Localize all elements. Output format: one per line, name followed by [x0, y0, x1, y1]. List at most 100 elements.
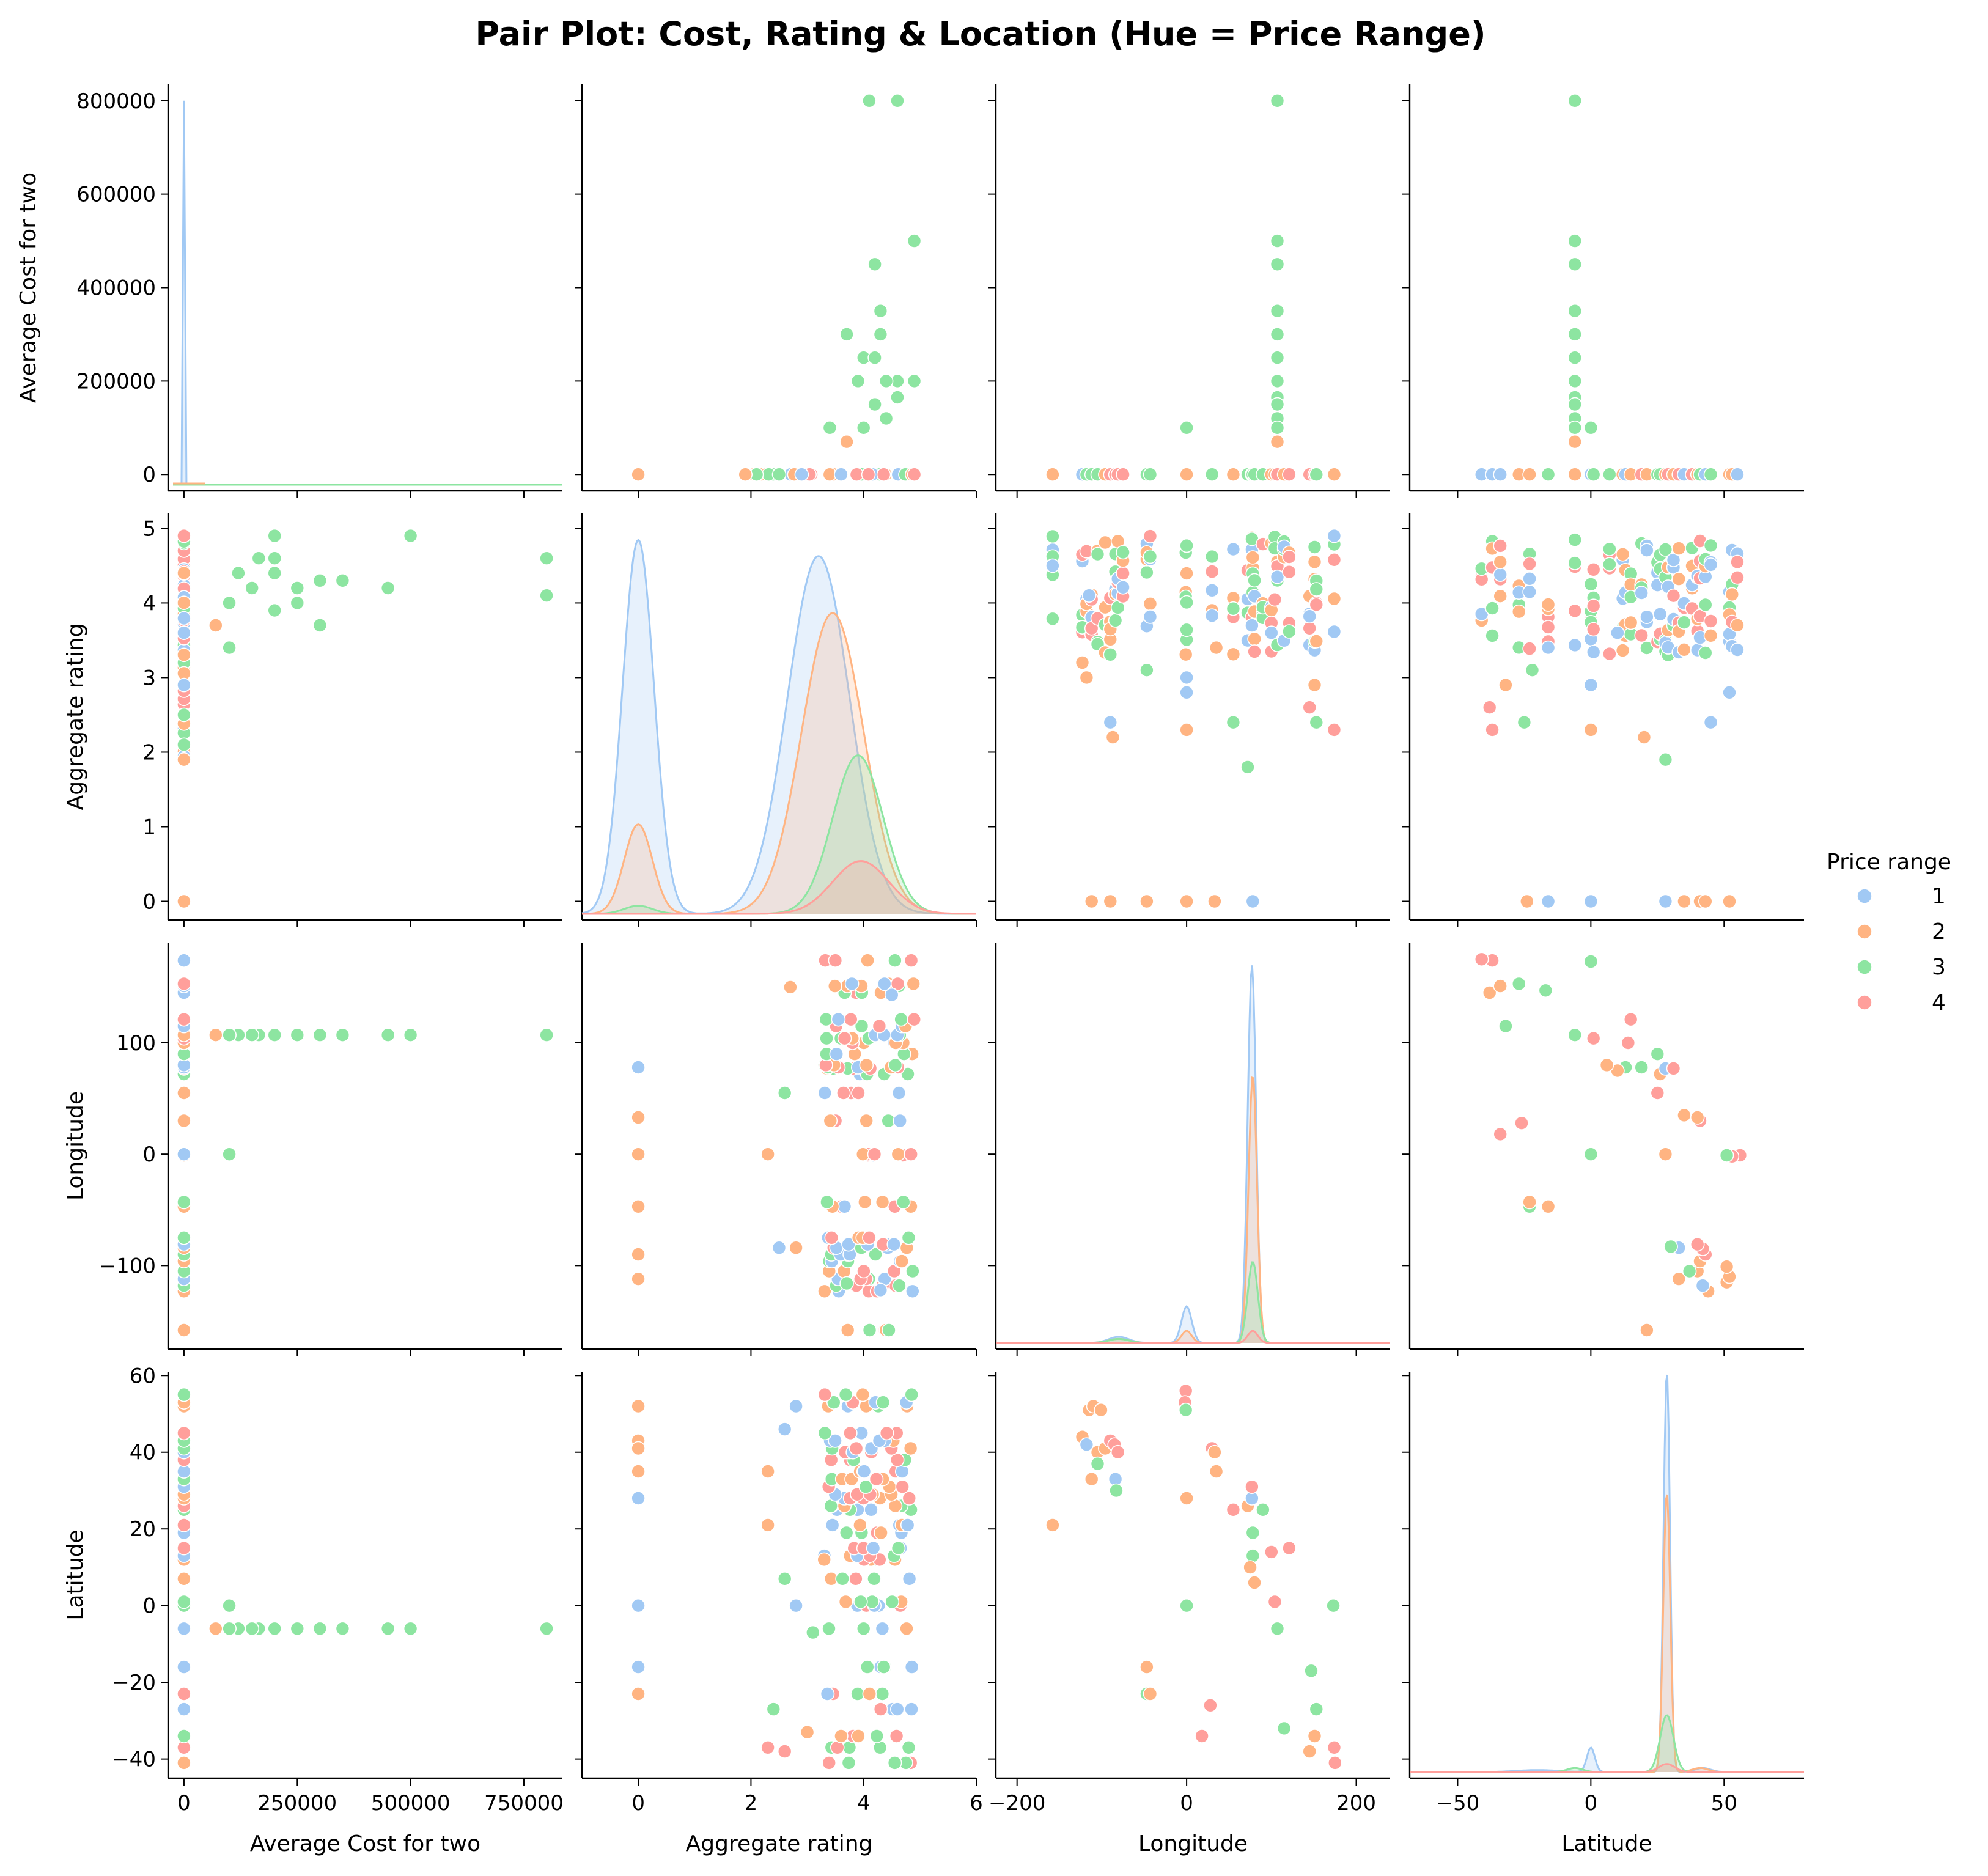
kde-fill — [1410, 1764, 1804, 1772]
scatter-point — [862, 94, 877, 108]
scatter-point — [783, 980, 798, 995]
scatter-point — [1090, 1456, 1105, 1471]
y-tick-label: 0 — [142, 889, 156, 914]
scatter-point — [831, 1012, 846, 1027]
scatter-point — [1264, 1545, 1279, 1559]
scatter-point — [1139, 565, 1154, 580]
scatter-point — [177, 1147, 191, 1161]
x-tick-label: 250000 — [257, 1791, 337, 1815]
scatter-point — [539, 588, 554, 603]
scatter-point — [1179, 723, 1194, 737]
y-tick-label: −20 — [112, 1671, 156, 1695]
scatter-point — [1143, 549, 1158, 564]
scatter-point — [1143, 467, 1158, 482]
scatter-point — [839, 1276, 854, 1291]
scatter-point — [1179, 420, 1194, 435]
scatter-point — [177, 976, 191, 991]
scatter-point — [1105, 730, 1121, 745]
scatter-point — [876, 467, 891, 482]
scatter-point — [1567, 1028, 1582, 1042]
scatter-point — [860, 953, 875, 968]
scatter-point — [1267, 1594, 1283, 1609]
y-tick-label: 1 — [142, 815, 156, 839]
scatter-point — [1621, 1035, 1636, 1050]
scatter-point — [1586, 1031, 1601, 1046]
scatter-point — [177, 1012, 191, 1027]
scatter-cloud — [1474, 532, 1745, 663]
scatter-point — [1730, 617, 1745, 633]
scatter-point — [867, 257, 882, 272]
scatter-point — [1245, 894, 1261, 909]
kde-fill — [1410, 1375, 1804, 1772]
x-tick-label: 4 — [857, 1791, 871, 1815]
legend-title: Price range — [1827, 850, 1951, 875]
y-tick-label: 60 — [130, 1364, 156, 1388]
scatter-point — [1327, 528, 1342, 543]
panel-cost-vs-rating — [575, 84, 977, 498]
scatter-point — [1075, 655, 1090, 670]
scatter-point — [1307, 554, 1322, 570]
scatter-point — [1270, 434, 1285, 449]
y-tick-label: 2 — [142, 740, 156, 765]
scatter-point — [1204, 608, 1220, 623]
scatter-point — [777, 1422, 792, 1436]
scatter-point — [1109, 1483, 1124, 1498]
scatter-point — [631, 1247, 646, 1262]
scatter-point — [905, 1264, 920, 1279]
scatter-point — [851, 1729, 866, 1743]
scatter-point — [904, 1147, 918, 1161]
scatter-point — [1179, 670, 1194, 685]
scatter-point — [1485, 601, 1500, 616]
panel-cost-vs-lon — [988, 84, 1390, 498]
scatter-point — [904, 953, 919, 968]
scatter-point — [267, 551, 282, 566]
scatter-point — [1143, 609, 1158, 624]
scatter-point — [1139, 894, 1154, 909]
scatter-point — [1309, 467, 1324, 482]
scatter-point — [1143, 1687, 1158, 1701]
scatter-point — [1695, 1278, 1710, 1293]
y-tick-label: 4 — [142, 591, 156, 616]
x-axis-label: Average Cost for two — [250, 1831, 480, 1856]
scatter-point — [899, 1621, 914, 1636]
scatter-point — [177, 1572, 191, 1586]
scatter-point — [777, 1086, 792, 1100]
scatter-point — [1327, 1740, 1342, 1755]
panel-lon-vs-lat — [1402, 943, 1804, 1356]
y-axis-label: Average Cost for two — [16, 172, 41, 403]
kde-curve — [581, 539, 976, 915]
scatter-point — [1541, 597, 1556, 612]
scatter-point — [849, 1441, 864, 1456]
scatter-point — [631, 1464, 646, 1479]
scatter-point — [836, 1086, 851, 1100]
x-tick-label: 6 — [970, 1791, 983, 1815]
scatter-point — [794, 467, 809, 482]
scatter-point — [854, 1018, 869, 1034]
scatter-point — [1482, 700, 1497, 715]
scatter-point — [290, 1028, 305, 1042]
x-tick-label: −50 — [1436, 1791, 1480, 1815]
scatter-point — [1276, 1721, 1292, 1736]
scatter-point — [1567, 556, 1582, 570]
scatter-point — [875, 1687, 890, 1701]
scatter-point — [878, 373, 894, 389]
scatter-point — [403, 1028, 418, 1042]
scatter-point — [177, 953, 191, 968]
scatter-point — [800, 1724, 815, 1740]
scatter-point — [1143, 596, 1158, 611]
scatter-point — [822, 420, 838, 435]
scatter-point — [873, 303, 888, 318]
x-axis-label: Latitude — [1561, 1831, 1652, 1856]
scatter-point — [900, 1067, 915, 1081]
scatter-point — [1652, 606, 1668, 622]
scatter-point — [1270, 257, 1285, 272]
y-tick-label: 5 — [142, 517, 156, 541]
scatter-point — [1698, 646, 1713, 660]
scatter-point — [1658, 894, 1673, 909]
kde-fill — [996, 1078, 1390, 1343]
scatter-point — [380, 1028, 396, 1042]
scatter-point — [1270, 420, 1285, 435]
scatter-point — [1226, 542, 1241, 557]
panel-lon-vs-lon — [988, 943, 1390, 1356]
scatter-point — [539, 1621, 554, 1636]
